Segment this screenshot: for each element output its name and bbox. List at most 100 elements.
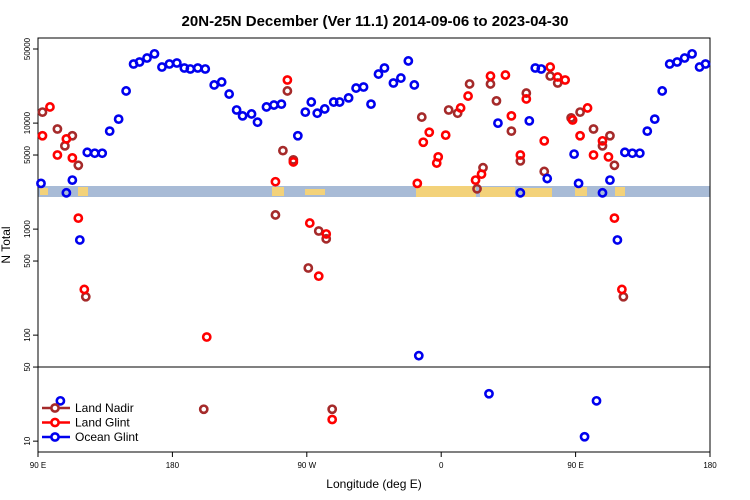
data-point <box>485 79 496 89</box>
data-point <box>409 80 420 90</box>
data-point <box>303 263 314 273</box>
data-point <box>237 110 248 121</box>
data-point <box>616 284 627 295</box>
data-point <box>52 150 63 160</box>
data-point <box>700 59 711 69</box>
data-point <box>334 97 345 107</box>
data-point <box>634 148 645 159</box>
data-point <box>231 105 242 115</box>
data-point <box>575 107 585 118</box>
data-point <box>493 118 503 129</box>
map-strip <box>38 186 710 197</box>
data-point <box>358 82 369 92</box>
data-point <box>672 57 683 67</box>
data-point <box>612 235 623 245</box>
data-point <box>542 173 553 184</box>
data-point <box>472 183 482 194</box>
data-point <box>252 117 263 128</box>
y-tick-label: 500 <box>23 254 32 268</box>
x-tick-label: 90 W <box>297 461 316 470</box>
data-point <box>506 110 517 121</box>
x-tick-label: 90 E <box>567 461 583 470</box>
data-point <box>292 130 303 141</box>
data-point <box>373 69 384 79</box>
data-point <box>440 130 451 141</box>
data-point <box>97 148 108 159</box>
data-point <box>588 150 599 160</box>
data-point <box>67 152 78 163</box>
data-point <box>609 213 620 224</box>
legend-swatch-marker <box>50 432 60 442</box>
data-point <box>605 175 615 185</box>
data-point <box>412 178 423 189</box>
data-point <box>579 431 590 442</box>
data-point <box>343 92 354 103</box>
data-point <box>545 71 556 81</box>
y-tick-label: 100 <box>23 328 32 342</box>
data-point <box>282 86 293 96</box>
data-point <box>403 56 414 66</box>
data-point <box>413 350 424 361</box>
data-point <box>82 147 93 158</box>
data-point <box>597 135 608 146</box>
data-point <box>515 156 526 166</box>
data-point <box>276 99 287 110</box>
data-point <box>74 235 85 245</box>
data-point <box>104 126 115 137</box>
data-point <box>351 83 361 93</box>
data-point <box>79 284 90 295</box>
data-point <box>506 126 517 137</box>
data-point <box>485 71 496 81</box>
data-point <box>121 86 132 96</box>
data-point <box>312 108 323 119</box>
data-point <box>278 145 288 156</box>
data-point <box>484 388 494 399</box>
data-point <box>185 64 196 74</box>
y-tick-label: 50 <box>23 362 32 371</box>
data-point <box>306 97 317 107</box>
data-point <box>470 175 481 185</box>
x-tick-label: 180 <box>166 461 180 470</box>
data-point <box>67 175 78 185</box>
data-point <box>73 213 84 224</box>
data-point <box>216 77 227 87</box>
data-point <box>300 107 311 118</box>
data-point <box>552 72 563 82</box>
data-point <box>73 160 84 171</box>
data-point <box>113 114 124 125</box>
data-point <box>418 137 429 148</box>
y-tick-label: 1000 <box>23 220 32 238</box>
data-point <box>61 133 72 144</box>
data-point <box>282 75 293 85</box>
data-point <box>597 140 608 151</box>
y-axis-label: N Total <box>0 226 13 263</box>
y-tick-label: 10 <box>23 436 32 445</box>
data-point <box>603 151 614 162</box>
data-point <box>627 148 638 159</box>
data-point <box>164 59 175 69</box>
data-point <box>321 229 332 239</box>
data-point <box>224 89 235 99</box>
data-point <box>171 58 182 68</box>
data-point <box>582 103 593 113</box>
data-point <box>388 78 399 88</box>
data-point <box>192 63 203 73</box>
data-point <box>575 130 585 141</box>
data-point <box>246 109 257 119</box>
data-point <box>80 291 91 302</box>
data-point <box>569 149 580 160</box>
data-point <box>597 187 608 198</box>
data-point <box>588 124 599 134</box>
data-point <box>605 130 615 141</box>
data-point <box>134 57 145 67</box>
data-point <box>536 64 547 74</box>
x-tick-label: 0 <box>439 461 444 470</box>
data-point <box>327 404 338 415</box>
data-point <box>261 102 272 112</box>
data-point <box>270 176 281 187</box>
data-point <box>45 102 55 112</box>
data-point <box>89 148 100 159</box>
data-point <box>687 48 697 59</box>
data-point <box>416 112 427 122</box>
